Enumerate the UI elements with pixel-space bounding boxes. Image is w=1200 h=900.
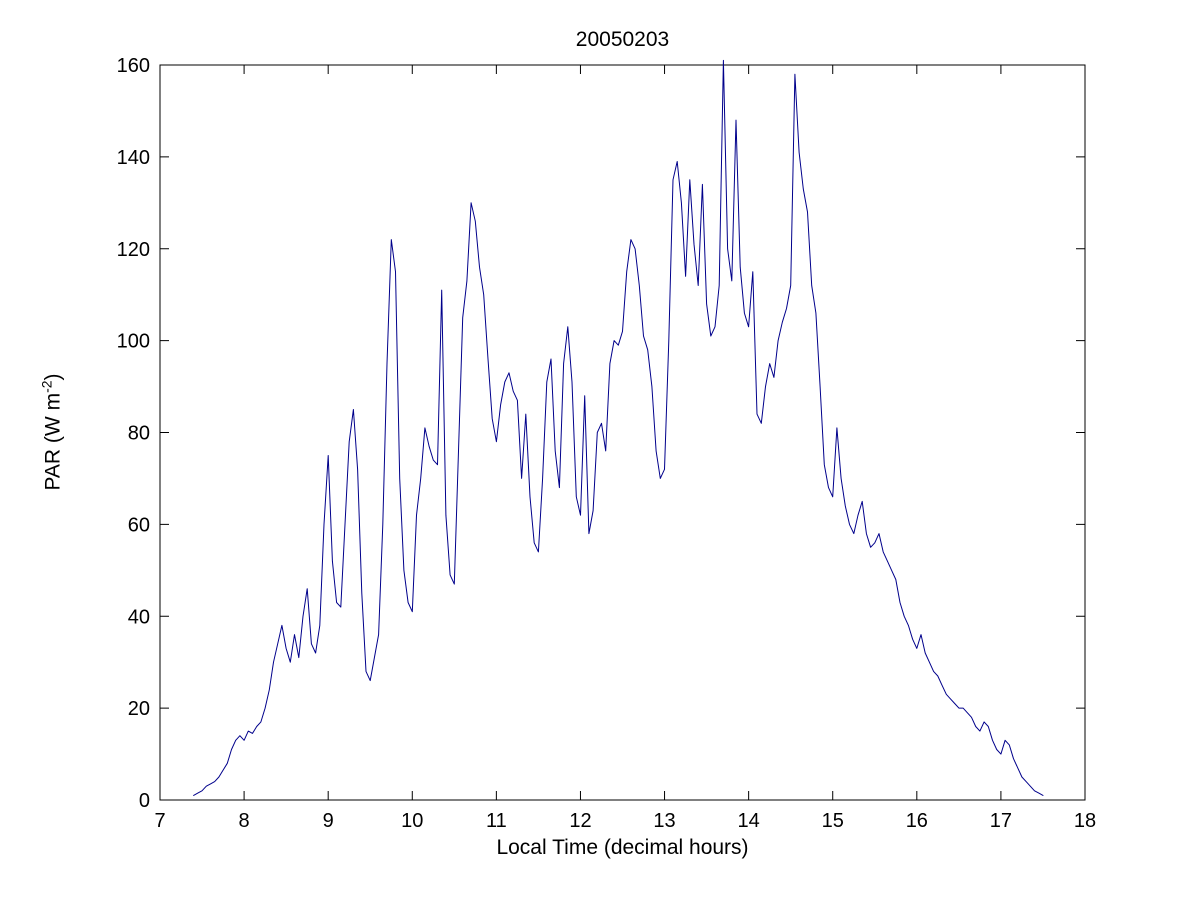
x-tick-label: 9 <box>323 810 334 832</box>
x-axis-label: Local Time (decimal hours) <box>496 836 749 859</box>
par-line-series <box>193 59 1044 796</box>
x-tick-label: 15 <box>822 810 844 832</box>
x-tick-label: 13 <box>653 810 675 832</box>
x-tick-label: 8 <box>239 810 250 832</box>
axis-box <box>159 64 1086 801</box>
y-tick-label: 0 <box>139 790 150 812</box>
y-tick-label: 160 <box>117 55 150 77</box>
y-tick-label: 60 <box>128 514 150 536</box>
y-tick-label: 20 <box>128 698 150 720</box>
y-tick-label: 80 <box>128 423 150 445</box>
y-tick-label: 120 <box>117 239 150 261</box>
x-tick-label: 18 <box>1074 810 1096 832</box>
x-tick-label: 7 <box>154 810 165 832</box>
x-tick-label: 14 <box>738 810 760 832</box>
x-tick-label: 10 <box>401 810 423 832</box>
y-tick-label: 40 <box>128 606 150 628</box>
x-tick-label: 11 <box>486 810 507 832</box>
x-tick-label: 16 <box>906 810 928 832</box>
y-tick-label: 140 <box>117 147 150 169</box>
y-tick-label: 100 <box>117 331 150 353</box>
x-tick-label: 12 <box>569 810 591 832</box>
chart-title: 20050203 <box>575 28 670 51</box>
x-tick-label: 17 <box>990 810 1012 832</box>
